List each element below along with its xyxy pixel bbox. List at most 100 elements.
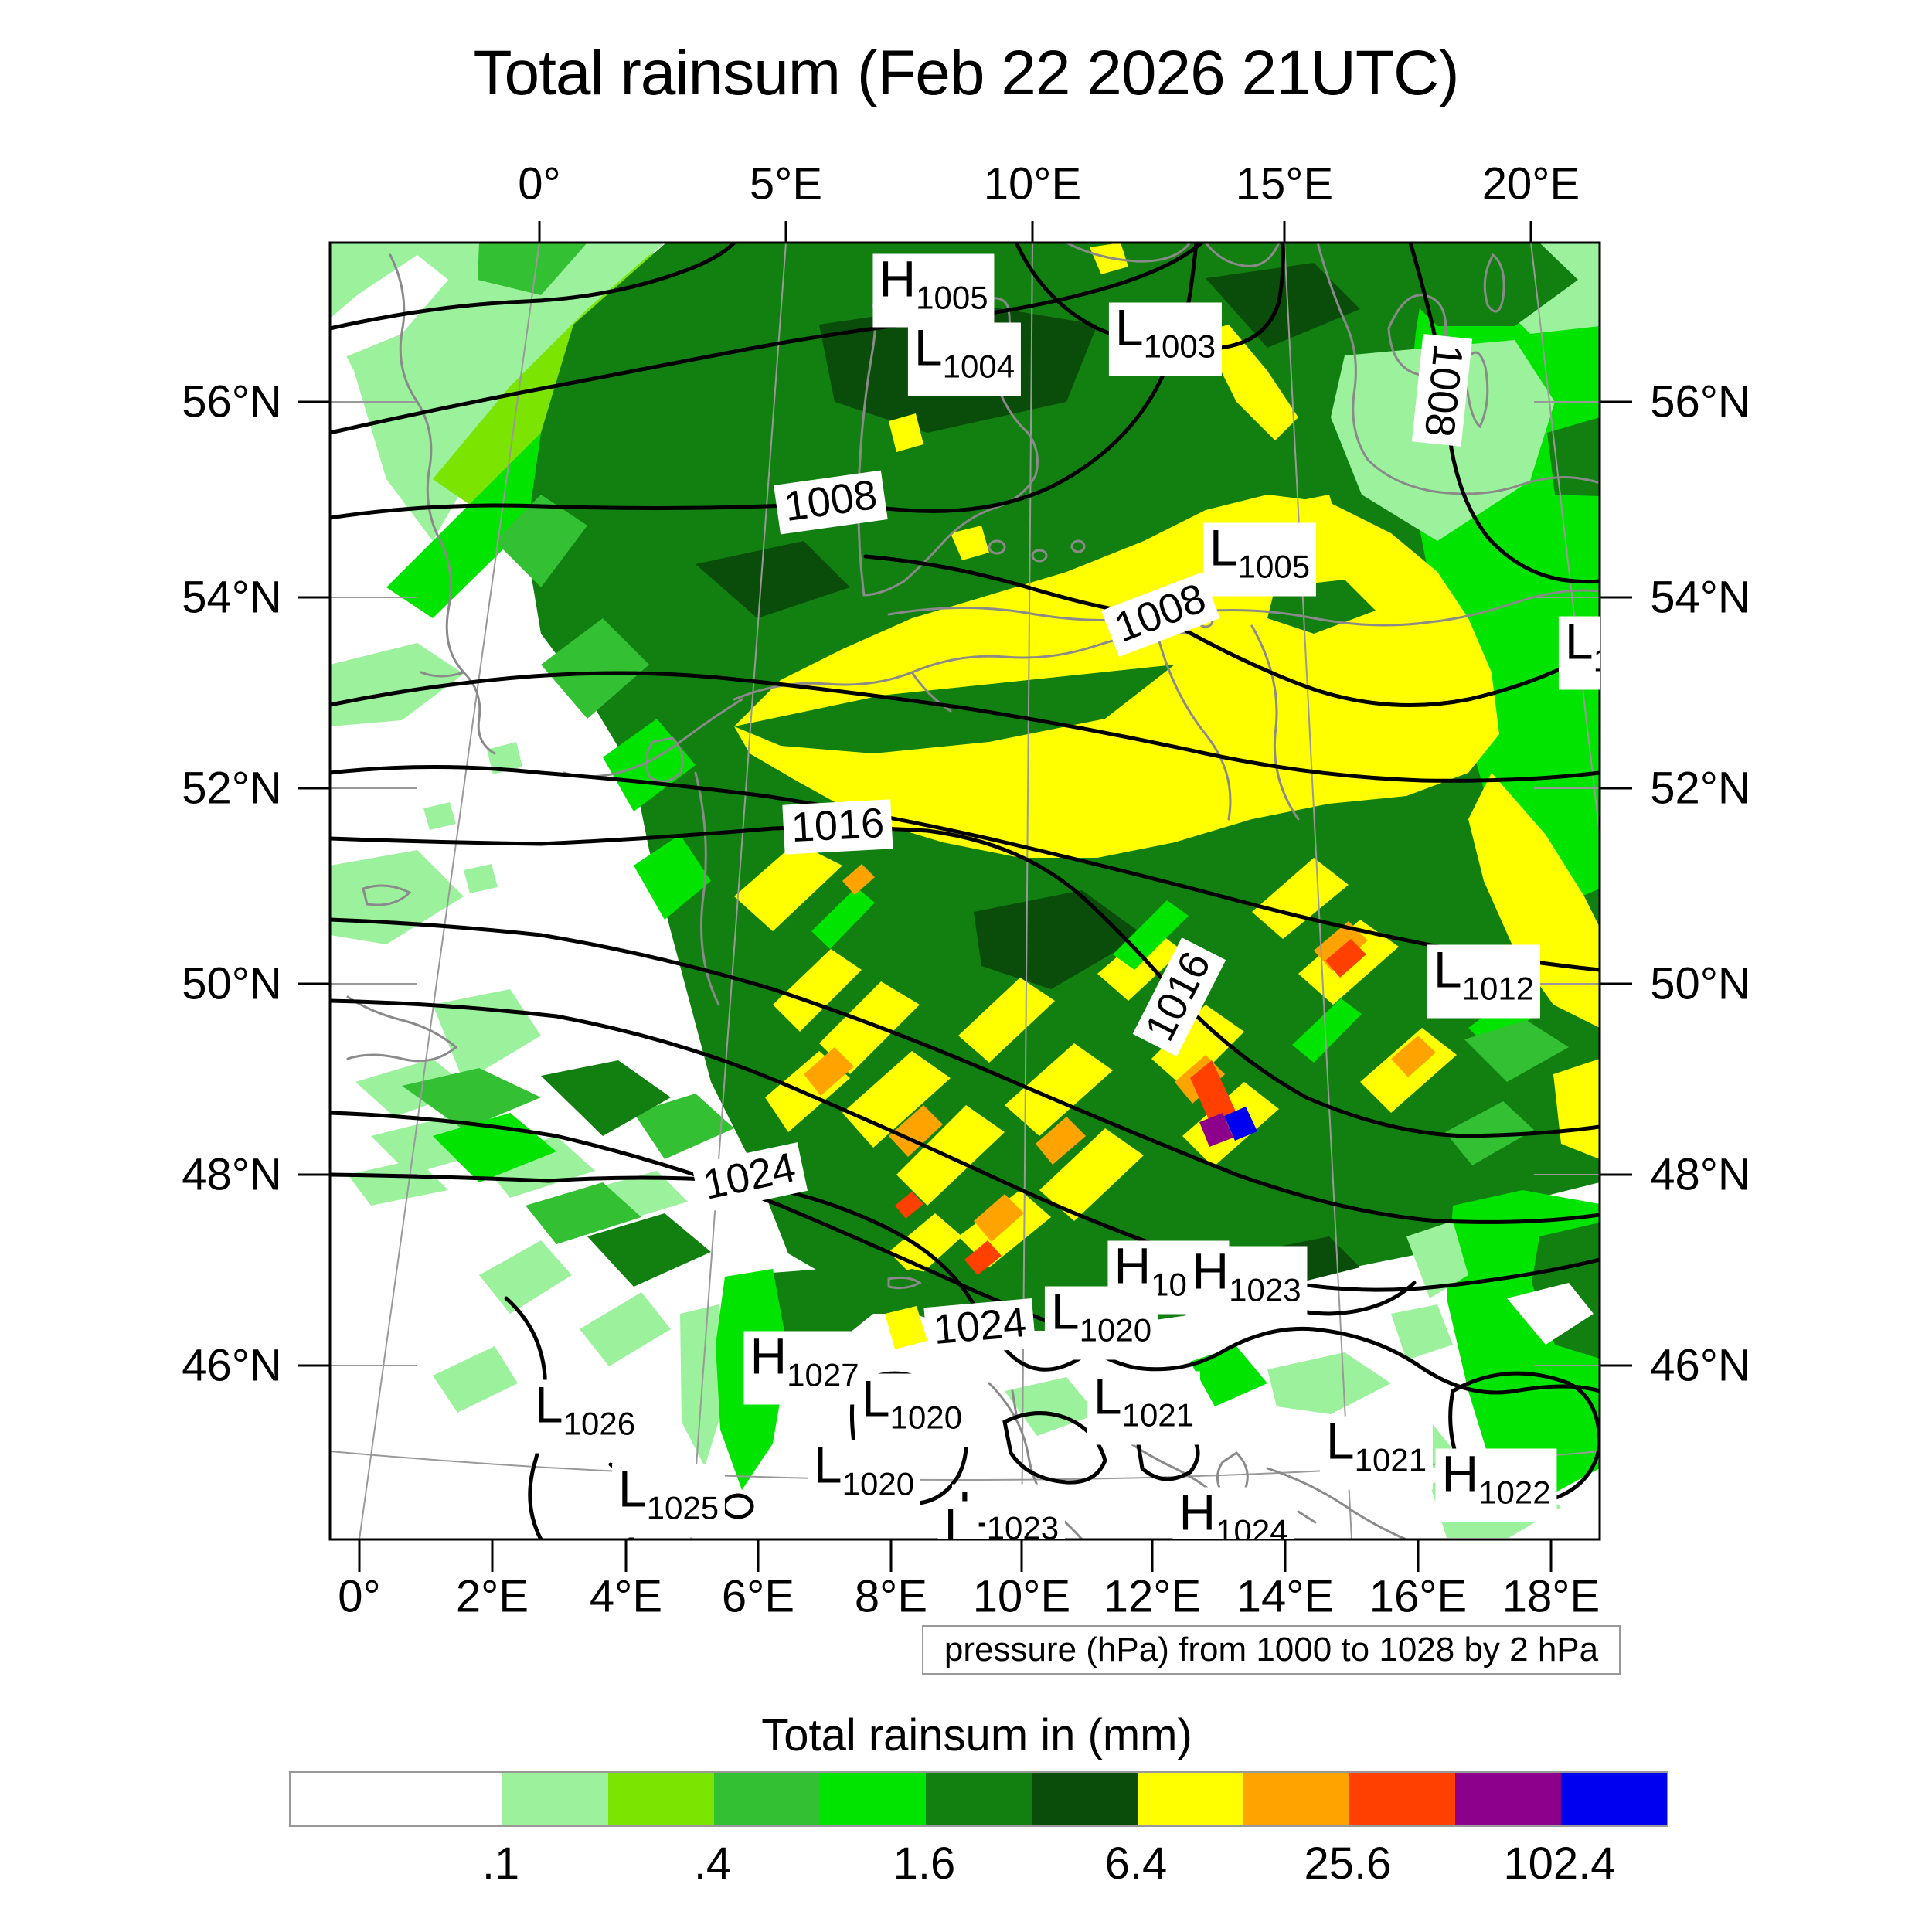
bottom-axis-label-3: 6°E	[721, 1571, 795, 1622]
pressure-center-low-1006-4: L1006	[1558, 616, 1600, 690]
rain-region-35	[1507, 1283, 1594, 1345]
pressure-contour-3	[863, 554, 1600, 708]
pressure-letter: L	[617, 1460, 647, 1518]
coastline-11	[694, 624, 1300, 1006]
legend-label-6.4: 6.4	[1104, 1838, 1168, 1889]
pressure-value: 1026	[563, 1405, 636, 1442]
contour-label-1008-0: 1008	[774, 470, 888, 535]
coastline-0	[389, 253, 496, 755]
pressure-letter: H	[750, 1327, 787, 1385]
top-axis-label-3: 15°E	[1235, 158, 1334, 209]
pressure-letter: H	[1114, 1236, 1151, 1294]
pressure-value: 1020	[842, 1465, 915, 1502]
pressure-contour-9	[330, 917, 1600, 1224]
rain-region-15	[734, 580, 1376, 753]
pressure-caption-box: pressure (hPa) from 1000 to 1028 by 2 hP…	[922, 1625, 1621, 1675]
legend-label-1.6: 1.6	[893, 1838, 956, 1889]
rain-fill-layer	[330, 243, 1600, 1539]
pressure-letter: L	[1325, 1412, 1355, 1470]
graticule-line-1	[690, 243, 787, 1539]
pressure-center-high-1023-7: H1023	[1185, 1246, 1308, 1320]
graticule-line-7	[1534, 401, 1600, 1366]
bottom-axis-label-0: 0°	[338, 1571, 381, 1622]
contour-label-1016-3: 1016	[782, 799, 893, 855]
pressure-letter: H	[1441, 1444, 1479, 1502]
contour-label-1024-6: 1024	[923, 1298, 1036, 1357]
graticule-line-4	[1530, 243, 1600, 835]
rain-region-1	[330, 255, 448, 363]
pressure-value: 1024	[1216, 1512, 1288, 1540]
pressure-contour-6	[330, 671, 1600, 783]
pressure-value: 1023	[986, 1509, 1060, 1540]
pressure-contour-10	[330, 998, 1600, 1292]
pressure-letter: L	[813, 1436, 842, 1494]
rain-region-4	[478, 243, 587, 295]
pressure-value: 1006	[1594, 642, 1600, 679]
coastline-5	[733, 631, 1192, 713]
coastline-4	[887, 589, 1600, 627]
graticule-line-0	[359, 243, 540, 1539]
pressure-letter: L	[861, 1369, 890, 1427]
pressure-center-low-1020-8: L1020	[1044, 1286, 1158, 1360]
pressure-center-high-1022-11: H1022	[1435, 1448, 1557, 1522]
pressure-value: 1020	[1079, 1311, 1152, 1349]
pressure-contour-8	[330, 825, 1600, 1138]
pressure-center-low-1004-1: L1004	[907, 322, 1022, 396]
right-axis-label-4: 48°N	[1650, 1149, 1750, 1200]
rain-region-26	[402, 1068, 734, 1244]
bottom-axis-label-5: 10°E	[972, 1571, 1071, 1622]
pressure-contour-0	[330, 243, 736, 331]
legend-cell-1	[396, 1773, 502, 1825]
pressure-letter: L	[1050, 1282, 1080, 1340]
pressure-value: 1023	[1229, 1271, 1301, 1308]
left-axis-label-5: 46°N	[182, 1340, 282, 1391]
bottom-axis-label-1: 2°E	[455, 1571, 529, 1622]
contour-label-1008-1: 1008	[1101, 572, 1220, 657]
coastline-10	[988, 539, 1214, 628]
pressure-value: 1004	[942, 348, 1015, 385]
right-axis-label-0: 56°N	[1650, 376, 1750, 427]
rain-region-16	[889, 243, 1341, 560]
legend-cell-10	[1349, 1773, 1455, 1825]
rain-region-30	[1005, 1352, 1461, 1482]
pressure-center-high-1027-12: H1027	[743, 1331, 866, 1405]
pressure-value: 1012	[1461, 970, 1535, 1007]
legend-cell-0	[291, 1773, 396, 1825]
legend-label-102.4: 102.4	[1503, 1838, 1616, 1889]
pressure-center-low-1026-15: L1026	[528, 1379, 642, 1454]
bottom-axis-label-2: 4°E	[589, 1571, 663, 1622]
legend-label-.1: .1	[481, 1838, 520, 1889]
left-axis-label-0: 56°N	[182, 376, 282, 427]
legend-label-.4: .4	[693, 1838, 732, 1889]
right-axis-label-1: 54°N	[1650, 572, 1750, 623]
pressure-center-high-1005-0: H1005	[872, 253, 995, 328]
map-label-layer: 1008 1008 1008 1016 1016 1024 1024 H1005 L1004 L1…	[330, 243, 1600, 1539]
contour-label-1024-5: 1024	[691, 1142, 808, 1213]
pressure-center-low-1005-3: L1005	[1202, 522, 1317, 597]
rain-region-18	[734, 842, 1457, 1279]
left-axis-label-4: 48°N	[182, 1149, 282, 1200]
pressure-value: 1021	[1354, 1441, 1427, 1478]
pressure-center-low-edge-18: L	[937, 1501, 979, 1539]
legend-cell-6	[926, 1773, 1032, 1825]
contour-label-1008-2: 1008	[1411, 333, 1473, 447]
legend-colorbar	[289, 1771, 1668, 1827]
rain-region-20	[1445, 1020, 1569, 1165]
pressure-center-low-1025-16: L1025	[611, 1460, 726, 1538]
bottom-axis-label-7: 14°E	[1236, 1571, 1335, 1622]
pressure-letter: L	[1564, 612, 1594, 670]
pressure-center-low-1020-13: L1020	[855, 1373, 969, 1447]
coastline-7	[1316, 243, 1600, 495]
left-axis-label-1: 54°N	[182, 572, 282, 623]
rain-region-24	[1224, 1107, 1257, 1141]
rain-region-7	[495, 495, 649, 719]
map-frame	[328, 241, 1601, 1541]
pressure-letter: H	[879, 250, 917, 308]
top-axis-label-4: 20°E	[1481, 158, 1580, 209]
right-axis-label-2: 52°N	[1650, 763, 1750, 814]
pressure-value: 1027	[787, 1356, 859, 1393]
right-axis-label-3: 50°N	[1650, 958, 1750, 1009]
pressure-letter: L	[944, 1497, 973, 1540]
